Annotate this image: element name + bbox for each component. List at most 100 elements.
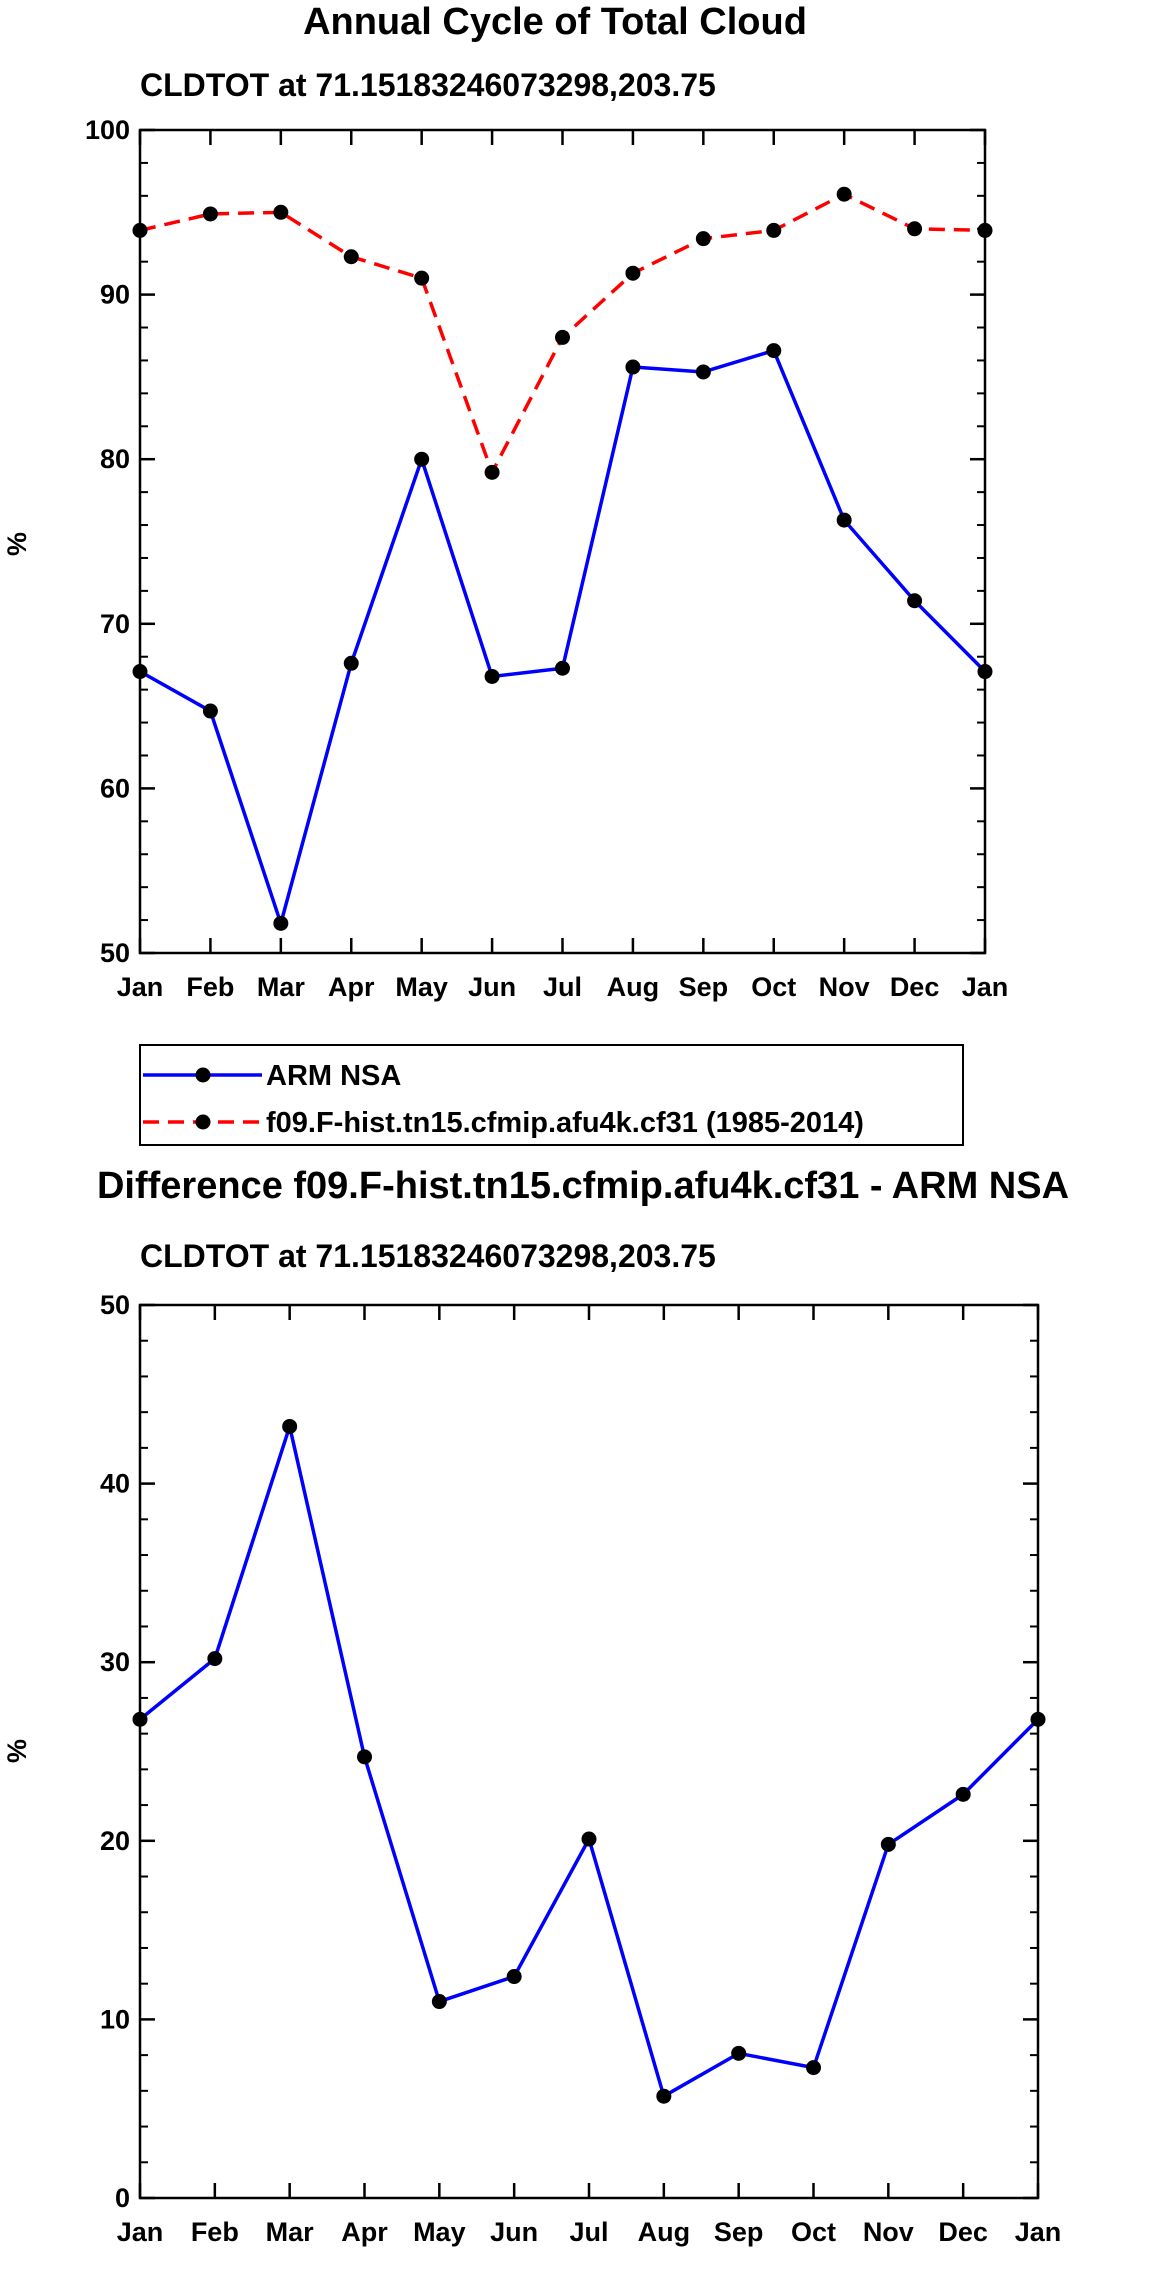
chart1-series-0-point <box>484 668 500 684</box>
chart2-x-tick-label: Mar <box>266 2217 315 2247</box>
chart1-series-0-point <box>343 655 359 671</box>
chart1-series-1-point <box>273 204 289 220</box>
chart2-x-tick-label: Aug <box>638 2217 690 2247</box>
legend-label-model: f09.F-hist.tn15.cfmip.afu4k.cf31 (1985-2… <box>266 1107 864 1139</box>
chart1-series-0-point <box>766 343 782 359</box>
chart2-series-0-point <box>506 1969 522 1985</box>
chart1-legend: ARM NSA f09.F-hist.tn15.cfmip.afu4k.cf31… <box>139 1044 964 1146</box>
chart1-series-0-point <box>977 664 993 680</box>
chart1-y-tick-label: 50 <box>100 938 130 968</box>
chart1-subtitle: CLDTOT at 71.15183246073298,203.75 <box>140 67 716 103</box>
chart1-series-1-point <box>202 206 218 222</box>
chart2-plot-frame <box>138 1303 1040 2200</box>
chart1-series-1-point <box>343 249 359 265</box>
chart1-series-1-point <box>484 464 500 480</box>
chart2-x-tick-label: May <box>413 2217 466 2247</box>
chart1-series-0-point <box>132 664 148 680</box>
chart1-y-tick-label: 70 <box>100 609 130 639</box>
chart2-x-tick-label: Dec <box>938 2217 988 2247</box>
chart1-axes: 50 60 70 80 90 100 Jan Feb Mar Apr May Jun Jul Aug Sep… <box>85 115 1008 1002</box>
chart2-series-0-point <box>207 1651 223 1667</box>
chart2-series-0-point <box>132 1711 148 1727</box>
legend-frame <box>139 1044 964 1146</box>
chart2-series-0-point <box>656 2088 672 2104</box>
chart1-y-tick-label: 60 <box>100 773 130 803</box>
chart1-series-1-point <box>555 329 570 345</box>
chart2-x-tick-label: Apr <box>341 2217 388 2247</box>
chart1-series-0-point <box>414 451 430 467</box>
chart1-x-tick-label: May <box>395 972 448 1002</box>
chart-annual-cycle: Annual Cycle of Total Cloud CLDTOT at 71… <box>2 1 1008 1146</box>
chart2-series-0-point <box>806 2060 821 2076</box>
chart2-series-0-point <box>431 1994 447 2010</box>
chart1-series-0-point <box>836 512 852 528</box>
chart1-series-1-point <box>907 221 923 237</box>
chart1-x-tick-label: Sep <box>679 972 729 1002</box>
chart2-x-tick-label: Sep <box>714 2217 764 2247</box>
chart1-x-tick-label: Apr <box>328 972 375 1002</box>
chart-difference: Difference f09.F-hist.tn15.cfmip.afu4k.c… <box>2 1165 1069 2247</box>
chart1-x-tick-label: Feb <box>186 972 234 1002</box>
chart1-x-tick-label: Jun <box>468 972 516 1002</box>
chart1-series-1-point <box>836 186 852 202</box>
chart1-title: Annual Cycle of Total Cloud <box>303 1 807 43</box>
chart2-x-tick-label: Nov <box>863 2217 914 2247</box>
chart1-series-0-point <box>695 364 711 380</box>
chart2-y-tick-label: 20 <box>100 1826 130 1856</box>
legend-marker-arm-nsa <box>195 1067 211 1083</box>
chart2-series <box>132 1418 1046 2104</box>
chart2-x-tick-label: Jun <box>490 2217 538 2247</box>
chart1-series-0-point <box>202 703 218 719</box>
chart2-axes: 0 10 20 30 40 50 Jan Feb Mar Apr May Jun Jul Aug Sep Oc… <box>100 1290 1061 2247</box>
chart2-series-line-0 <box>138 1424 1040 2098</box>
chart1-x-tick-label: Mar <box>257 972 306 1002</box>
chart1-x-tick-label: Aug <box>607 972 659 1002</box>
chart1-series-0-point <box>555 660 570 676</box>
chart1-series-1-point <box>414 270 430 286</box>
chart1-x-tick-label: Jan <box>117 972 164 1002</box>
chart2-series-0-point <box>731 2045 747 2061</box>
chart1-y-axis-label: % <box>2 532 32 556</box>
chart1-y-tick-label: 90 <box>100 280 130 310</box>
chart2-x-tick-label: Jan <box>1015 2217 1062 2247</box>
chart1-series-0-point <box>273 915 289 931</box>
chart1-plot-frame <box>138 128 987 955</box>
chart2-y-axis-label: % <box>2 1739 32 1763</box>
chart2-x-tick-label: Jul <box>569 2217 608 2247</box>
chart1-series-1-point <box>695 231 711 247</box>
chart2-y-tick-label: 50 <box>100 1290 130 1320</box>
chart2-y-tick-label: 30 <box>100 1647 130 1677</box>
chart2-title: Difference f09.F-hist.tn15.cfmip.afu4k.c… <box>97 1165 1069 1207</box>
chart2-series-0-point <box>282 1418 298 1434</box>
chart1-series-1-point <box>977 222 993 238</box>
chart1-series-0-point <box>625 359 641 375</box>
chart2-y-tick-label: 40 <box>100 1469 130 1499</box>
chart2-x-tick-label: Feb <box>191 2217 239 2247</box>
chart2-series-0-point <box>357 1749 372 1765</box>
chart1-series-1-point <box>766 222 782 238</box>
chart1-y-tick-label: 100 <box>85 115 130 145</box>
chart1-x-tick-label: Oct <box>751 972 796 1002</box>
chart1-series-1-point <box>132 222 148 238</box>
chart2-x-tick-label: Oct <box>791 2217 836 2247</box>
chart2-y-tick-label: 0 <box>115 2183 130 2213</box>
chart1-series-1-point <box>625 265 641 281</box>
chart2-x-tick-label: Jan <box>117 2217 164 2247</box>
chart2-series-0-point <box>955 1786 971 1802</box>
chart1-series <box>132 186 993 931</box>
chart1-x-tick-label: Nov <box>819 972 870 1002</box>
chart1-x-tick-label: Dec <box>890 972 940 1002</box>
legend-label-arm-nsa: ARM NSA <box>266 1060 401 1092</box>
chart2-series-0-point <box>880 1836 896 1852</box>
chart1-series-line-0 <box>139 348 987 926</box>
chart2-series-0-point <box>1030 1711 1046 1727</box>
chart2-subtitle: CLDTOT at 71.15183246073298,203.75 <box>140 1238 716 1274</box>
legend-marker-model <box>195 1114 211 1130</box>
chart1-y-tick-label: 80 <box>100 444 130 474</box>
chart1-x-tick-label: Jan <box>962 972 1009 1002</box>
chart1-series-0-point <box>907 593 923 609</box>
chart2-series-0-point <box>581 1831 597 1847</box>
chart1-x-tick-label: Jul <box>543 972 582 1002</box>
chart2-y-tick-label: 10 <box>100 2004 130 2034</box>
